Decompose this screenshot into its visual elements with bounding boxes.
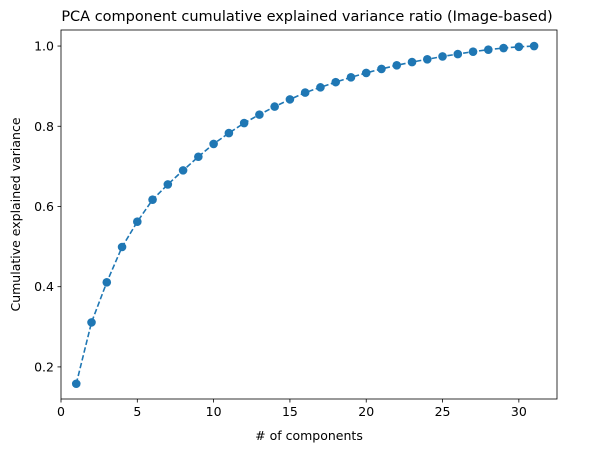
data-point [102, 277, 112, 287]
data-point [422, 54, 432, 64]
y-tick-label: 0.6 [34, 199, 54, 214]
y-tick-label: 0.8 [34, 119, 54, 134]
data-point [239, 118, 249, 128]
data-point [209, 139, 218, 149]
data-point [285, 95, 295, 104]
data-point [499, 43, 508, 53]
x-axis-label: # of components [255, 428, 363, 443]
plot-area: 0 5 10 15 20 25 30 0.2 0.4 0.6 0.8 1.0 [34, 29, 558, 419]
data-point [331, 77, 341, 87]
x-tick-label: 0 [57, 404, 65, 419]
x-tick-label: 15 [282, 404, 298, 419]
x-axis: 0 5 10 15 20 25 30 [57, 399, 527, 419]
x-tick-label: 20 [358, 404, 374, 419]
y-tick-label: 0.2 [34, 359, 54, 374]
data-point [392, 61, 402, 70]
data-point [194, 152, 203, 162]
y-axis-label: Cumulative explained variance [8, 117, 23, 311]
data-point [453, 49, 463, 59]
x-tick-label: 10 [206, 404, 222, 419]
data-point [484, 45, 493, 54]
data-point [514, 42, 524, 52]
data-point [361, 68, 371, 78]
data-point [148, 195, 157, 204]
data-point [255, 110, 264, 119]
data-point [346, 73, 356, 82]
data-point [407, 57, 417, 67]
y-tick-label: 0.4 [34, 279, 54, 294]
chart-title: PCA component cumulative explained varia… [61, 9, 552, 25]
x-tick-label: 30 [511, 404, 527, 419]
series-points [71, 41, 539, 389]
data-point [117, 242, 127, 252]
data-point [178, 166, 188, 175]
y-tick-label: 1.0 [34, 39, 54, 54]
data-point [224, 128, 234, 138]
data-point [71, 379, 81, 389]
data-point [300, 88, 310, 97]
plot-frame [60, 29, 558, 400]
y-axis: 0.2 0.4 0.6 0.8 1.0 [34, 39, 61, 374]
data-point [87, 318, 96, 327]
data-point [270, 102, 279, 111]
data-point [133, 217, 142, 227]
data-point [529, 41, 539, 51]
data-point [316, 83, 325, 92]
data-point [377, 64, 386, 74]
data-point [468, 47, 478, 56]
data-point [438, 52, 447, 61]
x-tick-label: 5 [133, 404, 141, 419]
data-point [163, 180, 173, 189]
x-tick-label: 25 [435, 404, 451, 419]
